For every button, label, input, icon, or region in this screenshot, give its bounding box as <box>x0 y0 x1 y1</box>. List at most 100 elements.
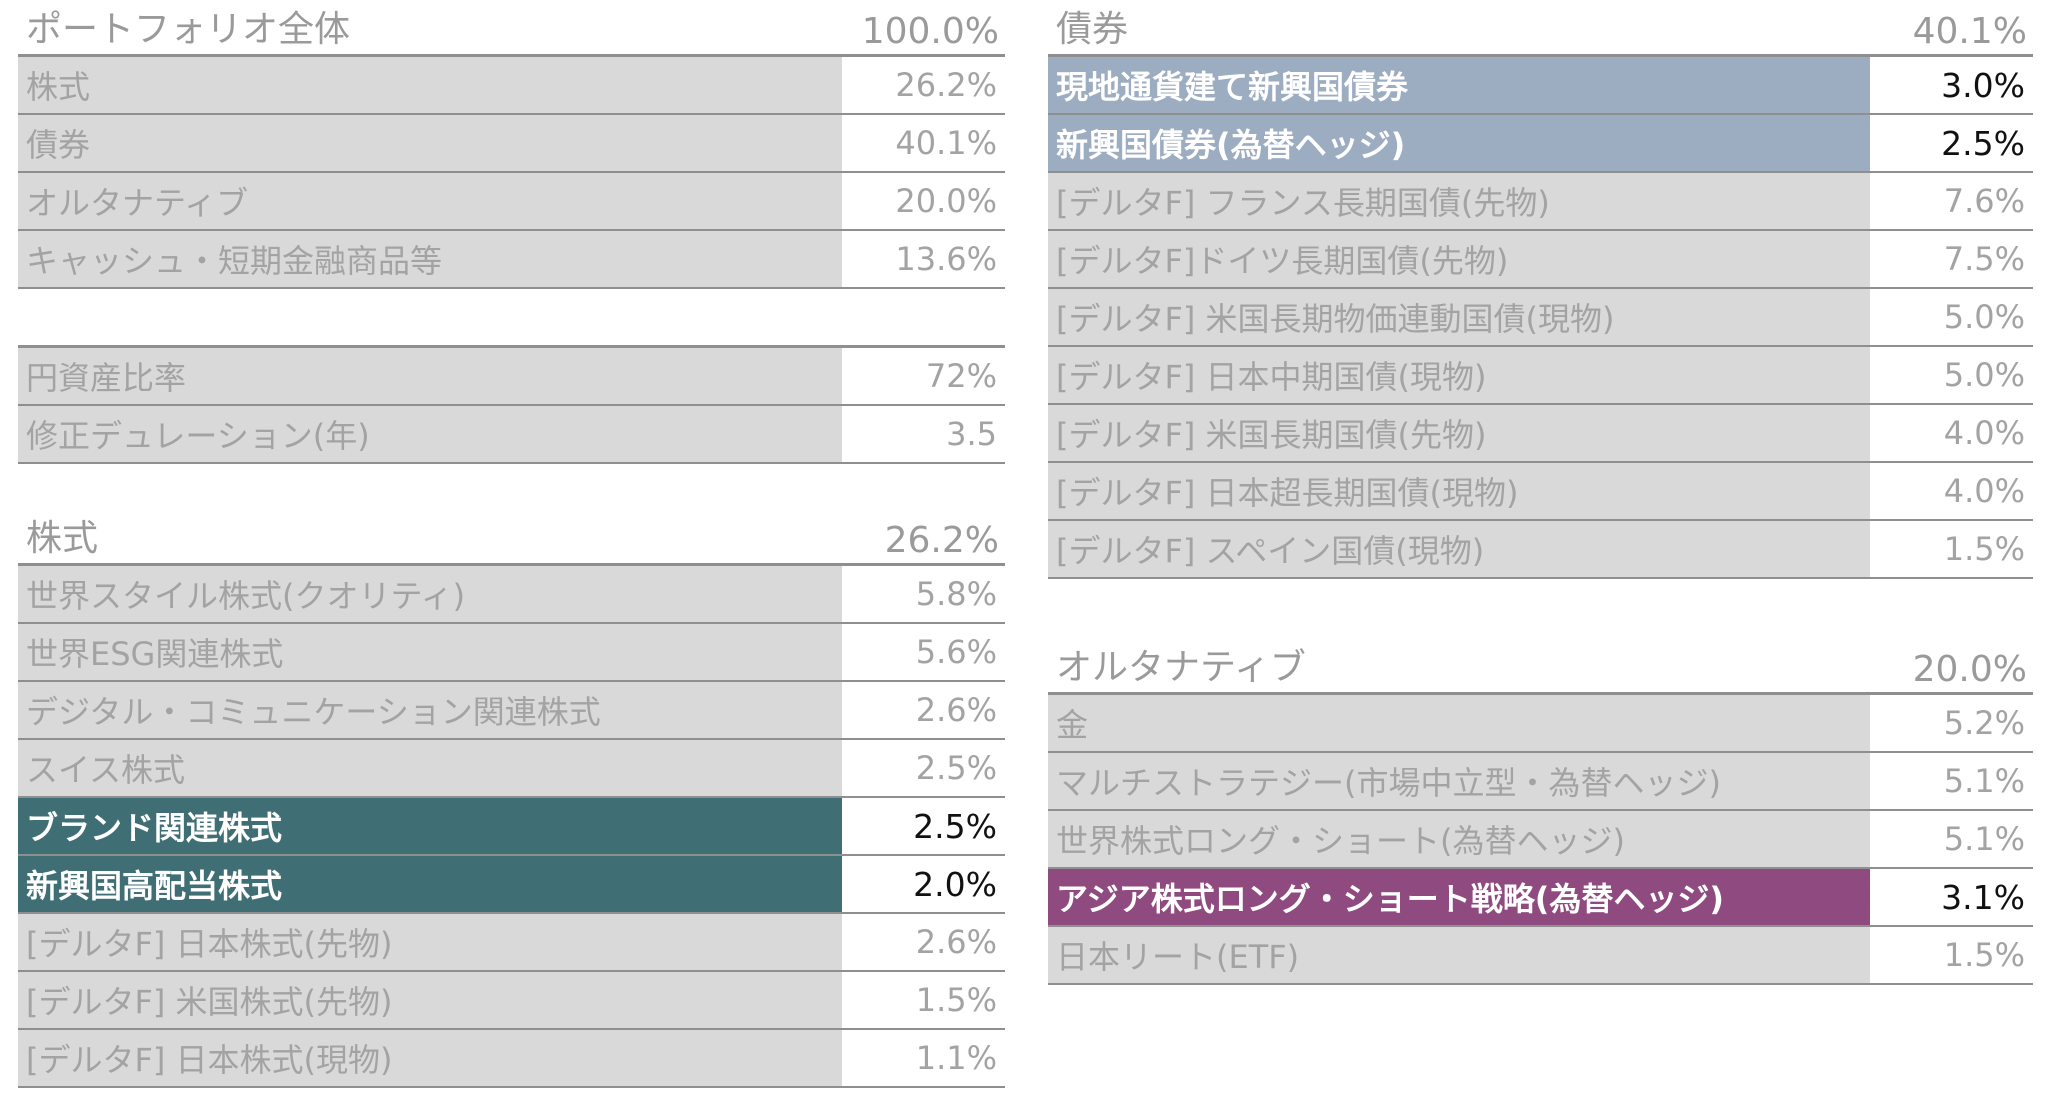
row-value: 5.6% <box>844 624 1005 680</box>
row-value: 4.0% <box>1872 463 2033 519</box>
equities-total: 26.2% <box>884 520 999 561</box>
row-value: 2.5% <box>844 798 1005 854</box>
row-value: 1.5% <box>844 972 1005 1028</box>
highlighted-row: 新興国高配当株式 2.0% <box>18 856 1005 914</box>
row-value: 13.6% <box>844 231 1005 287</box>
table-row: マルチストラテジー(市場中立型・為替ヘッジ) 5.1% <box>1048 753 2033 811</box>
table-row: 日本リート(ETF) 1.5% <box>1048 927 2033 985</box>
bonds-title: 債券 <box>1056 9 1129 50</box>
table-row: デジタル・コミュニケーション関連株式 2.6% <box>18 682 1005 740</box>
row-label: [デルタF] スペイン国債(現物) <box>1048 521 1872 577</box>
row-value: 7.5% <box>1872 231 2033 287</box>
row-label: 債券 <box>18 115 844 171</box>
row-label: [デルタF] 日本株式(現物) <box>18 1030 844 1086</box>
row-label: アジア株式ロング・ショート戦略(為替ヘッジ) <box>1048 869 1872 925</box>
table-row: オルタナティブ 20.0% <box>18 173 1005 231</box>
row-value: 40.1% <box>844 115 1005 171</box>
row-value: 5.2% <box>1872 695 2033 751</box>
highlighted-row: アジア株式ロング・ショート戦略(為替ヘッジ) 3.1% <box>1048 869 2033 927</box>
equities-section: 株式 26.2% 世界スタイル株式(クオリティ) 5.8% 世界ESG関連株式 … <box>18 509 1005 1088</box>
table-row: [デルタF]ドイツ長期国債(先物) 7.5% <box>1048 231 2033 289</box>
row-label: ブランド関連株式 <box>18 798 844 854</box>
row-value: 1.5% <box>1872 521 2033 577</box>
row-value: 72% <box>844 348 1005 404</box>
table-row: [デルタF] 米国株式(先物) 1.5% <box>18 972 1005 1030</box>
row-value: 7.6% <box>1872 173 2033 229</box>
row-label: [デルタF] 日本超長期国債(現物) <box>1048 463 1872 519</box>
row-label: 新興国債券(為替ヘッジ) <box>1048 115 1872 171</box>
row-value: 4.0% <box>1872 405 2033 461</box>
left-column: ポートフォリオ全体 100.0% 株式 26.2% 債券 40.1% オルタナテ… <box>18 0 1005 1088</box>
row-value: 20.0% <box>844 173 1005 229</box>
row-label: 株式 <box>18 57 844 113</box>
row-value: 2.0% <box>844 856 1005 912</box>
row-value: 26.2% <box>844 57 1005 113</box>
row-label: [デルタF] 日本中期国債(現物) <box>1048 347 1872 403</box>
row-value: 5.8% <box>844 566 1005 622</box>
table-row: 株式 26.2% <box>18 57 1005 115</box>
right-column: 債券 40.1% 現地通貨建て新興国債券 3.0% 新興国債券(為替ヘッジ) 2… <box>1048 0 2033 985</box>
highlighted-row: ブランド関連株式 2.5% <box>18 798 1005 856</box>
row-value: 5.0% <box>1872 289 2033 345</box>
row-label: 現地通貨建て新興国債券 <box>1048 57 1872 113</box>
portfolio-title: ポートフォリオ全体 <box>26 9 351 50</box>
row-value: 2.6% <box>844 682 1005 738</box>
spacer <box>18 289 1005 345</box>
row-value: 3.5 <box>844 406 1005 462</box>
row-label: [デルタF] 米国長期物価連動国債(現物) <box>1048 289 1872 345</box>
row-label: 新興国高配当株式 <box>18 856 844 912</box>
row-label: [デルタF] 米国株式(先物) <box>18 972 844 1028</box>
row-value: 5.1% <box>1872 753 2033 809</box>
table-row: 債券 40.1% <box>18 115 1005 173</box>
alternatives-total: 20.0% <box>1912 649 2027 690</box>
row-label: 日本リート(ETF) <box>1048 927 1872 983</box>
bonds-total: 40.1% <box>1912 11 2027 52</box>
table-row: [デルタF] 日本株式(現物) 1.1% <box>18 1030 1005 1088</box>
bonds-header: 債券 40.1% <box>1048 0 2033 57</box>
row-label: スイス株式 <box>18 740 844 796</box>
row-value: 2.5% <box>844 740 1005 796</box>
equities-header: 株式 26.2% <box>18 509 1005 566</box>
table-row: [デルタF] 日本超長期国債(現物) 4.0% <box>1048 463 2033 521</box>
row-label: [デルタF]ドイツ長期国債(先物) <box>1048 231 1872 287</box>
row-label: [デルタF] 日本株式(先物) <box>18 914 844 970</box>
row-label: デジタル・コミュニケーション関連株式 <box>18 682 844 738</box>
row-value: 2.6% <box>844 914 1005 970</box>
row-label: 世界株式ロング・ショート(為替ヘッジ) <box>1048 811 1872 867</box>
alternatives-section: オルタナティブ 20.0% 金 5.2% マルチストラテジー(市場中立型・為替ヘ… <box>1048 638 2033 985</box>
table-row: [デルタF] 日本中期国債(現物) 5.0% <box>1048 347 2033 405</box>
row-label: マルチストラテジー(市場中立型・為替ヘッジ) <box>1048 753 1872 809</box>
portfolio-section: ポートフォリオ全体 100.0% 株式 26.2% 債券 40.1% オルタナテ… <box>18 0 1005 289</box>
alternatives-title: オルタナティブ <box>1056 647 1306 688</box>
table-row: [デルタF] 米国長期物価連動国債(現物) 5.0% <box>1048 289 2033 347</box>
table-row: 金 5.2% <box>1048 695 2033 753</box>
row-label: 世界ESG関連株式 <box>18 624 844 680</box>
row-label: [デルタF] フランス長期国債(先物) <box>1048 173 1872 229</box>
bonds-section: 債券 40.1% 現地通貨建て新興国債券 3.0% 新興国債券(為替ヘッジ) 2… <box>1048 0 2033 579</box>
row-value: 5.1% <box>1872 811 2033 867</box>
table-row: 世界スタイル株式(クオリティ) 5.8% <box>18 566 1005 624</box>
row-label: キャッシュ・短期金融商品等 <box>18 231 844 287</box>
table-row: [デルタF] 日本株式(先物) 2.6% <box>18 914 1005 972</box>
highlighted-row: 新興国債券(為替ヘッジ) 2.5% <box>1048 115 2033 173</box>
row-value: 3.0% <box>1872 57 2033 113</box>
table-row: [デルタF] フランス長期国債(先物) 7.6% <box>1048 173 2033 231</box>
table-row: [デルタF] スペイン国債(現物) 1.5% <box>1048 521 2033 579</box>
table-row: [デルタF] 米国長期国債(先物) 4.0% <box>1048 405 2033 463</box>
row-value: 3.1% <box>1872 869 2033 925</box>
metrics-section: 円資産比率 72% 修正デュレーション(年) 3.5 <box>18 345 1005 464</box>
table-row: 円資産比率 72% <box>18 348 1005 406</box>
portfolio-total: 100.0% <box>861 11 999 52</box>
row-label: 世界スタイル株式(クオリティ) <box>18 566 844 622</box>
spacer <box>1048 579 2033 638</box>
table-row: キャッシュ・短期金融商品等 13.6% <box>18 231 1005 289</box>
equities-title: 株式 <box>26 518 99 559</box>
alternatives-header: オルタナティブ 20.0% <box>1048 638 2033 695</box>
spacer <box>18 464 1005 509</box>
table-row: スイス株式 2.5% <box>18 740 1005 798</box>
row-value: 5.0% <box>1872 347 2033 403</box>
row-value: 1.5% <box>1872 927 2033 983</box>
row-label: [デルタF] 米国長期国債(先物) <box>1048 405 1872 461</box>
table-row: 世界ESG関連株式 5.6% <box>18 624 1005 682</box>
row-label: オルタナティブ <box>18 173 844 229</box>
